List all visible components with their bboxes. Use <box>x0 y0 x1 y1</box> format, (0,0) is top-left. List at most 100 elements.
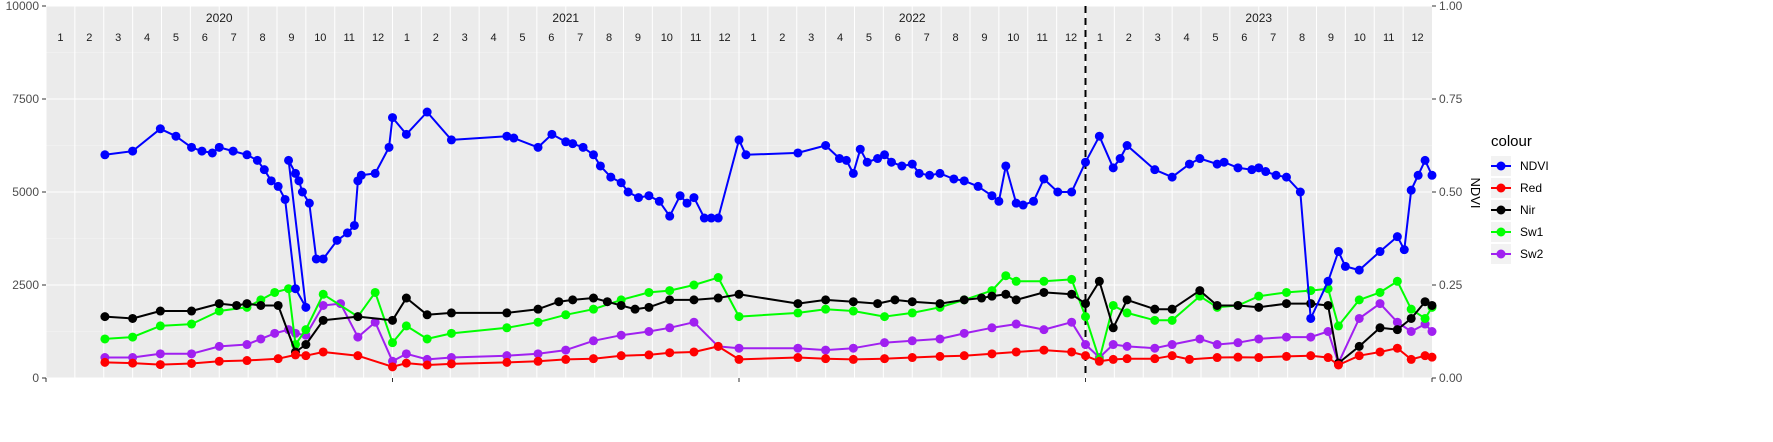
data-point-ndvi <box>318 254 328 264</box>
data-point-red <box>1392 343 1402 353</box>
data-point-nir <box>588 293 598 303</box>
data-point-nir <box>1420 297 1430 307</box>
data-point-red <box>502 357 512 367</box>
data-point-nir <box>502 308 512 318</box>
data-point-ndvi <box>214 142 224 152</box>
data-point-sw1 <box>1420 313 1430 323</box>
month-label: 9 <box>981 32 987 44</box>
data-point-sw2 <box>588 336 598 346</box>
month-label: 6 <box>202 32 208 44</box>
data-point-sw2 <box>734 343 744 353</box>
data-point-ndvi <box>588 150 598 160</box>
data-point-red <box>665 348 675 358</box>
data-point-red <box>1150 354 1160 364</box>
data-point-red <box>935 351 945 361</box>
legend-label: Sw1 <box>1520 225 1544 239</box>
data-point-ndvi <box>886 157 896 167</box>
series-nir <box>100 276 1437 368</box>
legend-item-nir: Nir <box>1491 200 1535 220</box>
y-left-tick-label: 0 <box>32 371 39 385</box>
data-point-red <box>1094 356 1104 366</box>
data-point-sw2 <box>1067 317 1077 327</box>
data-point-ndvi <box>356 170 366 180</box>
month-label: 11 <box>343 32 354 44</box>
data-point-sw1 <box>665 286 675 296</box>
data-point-sw1 <box>588 304 598 314</box>
month-label: 10 <box>1007 32 1019 44</box>
data-point-red <box>155 360 165 370</box>
data-point-ndvi <box>616 178 626 188</box>
data-point-ndvi <box>914 168 924 178</box>
data-point-sw1 <box>1122 308 1132 318</box>
data-point-sw2 <box>353 332 363 342</box>
data-point-sw1 <box>155 321 165 331</box>
month-label: 4 <box>491 32 497 44</box>
data-point-ndvi <box>907 159 917 169</box>
month-label: 5 <box>519 32 525 44</box>
data-point-sw1 <box>270 287 280 297</box>
data-point-red <box>1184 354 1194 364</box>
data-point-red <box>1254 353 1264 363</box>
data-point-red <box>713 341 723 351</box>
data-point-ndvi <box>187 142 197 152</box>
month-label: 2 <box>86 32 92 44</box>
data-point-ndvi <box>1053 187 1063 197</box>
data-point-sw2 <box>561 345 571 355</box>
data-point-ndvi <box>1399 245 1409 255</box>
data-point-ndvi <box>155 124 165 134</box>
data-point-nir <box>533 304 543 314</box>
data-point-red <box>1333 360 1343 370</box>
data-point-ndvi <box>1195 154 1205 164</box>
data-point-sw1 <box>1081 312 1090 322</box>
data-point-ndvi <box>547 129 557 139</box>
data-point-ndvi <box>284 155 294 165</box>
data-point-red <box>1167 351 1177 361</box>
data-point-nir <box>187 306 197 316</box>
data-point-nir <box>1212 300 1222 310</box>
data-point-nir <box>1150 304 1160 314</box>
month-label: 11 <box>690 32 701 44</box>
data-point-sw1 <box>1167 315 1177 325</box>
data-point-sw1 <box>561 310 571 320</box>
data-point-red <box>1306 351 1316 361</box>
month-label: 5 <box>866 32 872 44</box>
data-point-ndvi <box>252 155 262 165</box>
data-point-sw2 <box>880 338 890 348</box>
data-point-ndvi <box>1212 159 1222 169</box>
data-point-red <box>1039 345 1049 355</box>
month-label: 1 <box>404 32 410 44</box>
data-point-sw2 <box>644 327 654 336</box>
month-label: 7 <box>231 32 237 44</box>
data-point-red <box>242 356 252 366</box>
data-point-nir <box>273 300 283 310</box>
month-label: 12 <box>718 32 730 44</box>
legend-label: NDVI <box>1520 159 1549 173</box>
data-point-ndvi <box>1413 170 1423 180</box>
data-point-ndvi <box>1271 170 1281 180</box>
data-point-nir <box>568 295 578 305</box>
data-point-sw1 <box>907 308 917 318</box>
data-point-sw1 <box>502 323 512 333</box>
year-label: 2022 <box>899 11 926 25</box>
data-point-red <box>987 349 997 359</box>
month-label: 7 <box>1270 32 1276 44</box>
data-point-nir <box>821 295 831 305</box>
month-label: 3 <box>808 32 814 44</box>
legend: colour NDVI Red Nir Sw1 Sw2 <box>1491 133 1549 264</box>
data-point-ndvi <box>1029 196 1039 206</box>
data-point-sw2 <box>1427 327 1437 336</box>
data-point-sw2 <box>1167 340 1177 350</box>
data-point-nir <box>793 299 803 309</box>
data-point-nir <box>1375 323 1385 333</box>
data-point-sw1 <box>848 306 858 316</box>
data-point-red <box>128 358 138 368</box>
data-point-nir <box>554 297 564 307</box>
data-point-sw1 <box>689 280 699 290</box>
data-point-ndvi <box>332 235 342 245</box>
month-label: 4 <box>837 32 843 44</box>
data-point-sw1 <box>533 317 543 327</box>
data-point-red <box>1427 352 1437 362</box>
data-point-sw2 <box>155 349 165 359</box>
data-point-sw1 <box>370 287 380 297</box>
